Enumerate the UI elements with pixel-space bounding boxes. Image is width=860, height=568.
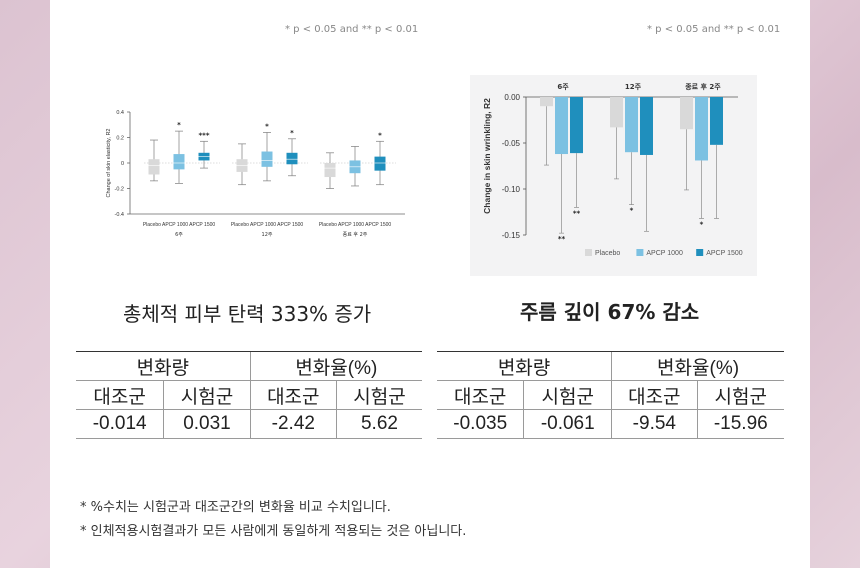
- table-header: 변화율(%): [611, 351, 784, 381]
- table-cell: -0.035: [437, 409, 524, 439]
- box: [374, 156, 386, 171]
- x-group-label: 12주: [262, 232, 273, 238]
- table-subheader: 시험군: [523, 380, 612, 410]
- box: [148, 159, 160, 175]
- x-group-label: 6주: [175, 232, 183, 238]
- x-category-label: Placebo APCP 1000 APCP 1500: [231, 222, 304, 228]
- x-group-label: 종료 후 2주: [343, 232, 368, 238]
- content-panel: * p < 0.05 and ** p < 0.01 * p < 0.05 an…: [50, 0, 810, 568]
- bar: [625, 97, 638, 153]
- legend-swatch: [636, 249, 644, 256]
- x-category-label: 6주: [557, 83, 569, 91]
- box: [286, 152, 298, 165]
- y-tick-label: 0: [121, 161, 124, 167]
- significance-mark: *: [630, 207, 634, 215]
- significance-mark: *: [290, 129, 294, 137]
- wrinkle-bar-chart: 0.00 -0.05 -0.10 -0.15 Change in skin wrinkl…: [482, 82, 743, 257]
- x-category-label: 12주: [625, 83, 642, 91]
- bar: [555, 97, 568, 155]
- table-cell: -0.014: [76, 409, 164, 439]
- footnote: * 인체적용시험결과가 모든 사람에게 동일하게 적용되는 것은 아닙니다.: [80, 524, 467, 539]
- table-subheader: 대조군: [437, 380, 524, 410]
- table-subheader: 시험군: [335, 380, 422, 410]
- bar: [710, 97, 723, 145]
- y-tick-label: 0.00: [504, 93, 520, 102]
- y-tick-label: 0.2: [116, 136, 124, 142]
- bar: [680, 97, 693, 130]
- bar: [640, 97, 653, 155]
- x-category-label: Placebo APCP 1000 APCP 1500: [143, 222, 216, 228]
- y-tick-label: -0.10: [502, 185, 521, 194]
- elasticity-table: 변화량 변화율(%) 대조군 시험군 대조군 시험군 -0.014 0.031 …: [76, 351, 422, 439]
- elasticity-caption: 총체적 피부 탄력 333% 증가: [123, 302, 372, 326]
- y-tick-label: -0.4: [115, 212, 124, 218]
- box: [261, 151, 273, 167]
- significance-mark: *: [177, 121, 181, 129]
- table-subheader: 시험군: [696, 380, 784, 410]
- table-subheader: 시험군: [163, 380, 251, 410]
- bar: [540, 97, 553, 107]
- table-cell: 5.62: [335, 409, 422, 439]
- legend-label: APCP 1500: [706, 250, 743, 257]
- wrinkle-caption: 주름 깊이 67% 감소: [520, 300, 700, 324]
- y-tick-label: -0.15: [502, 231, 521, 240]
- significance-note-left: * p < 0.05 and ** p < 0.01: [285, 24, 419, 35]
- table-cell: -0.061: [523, 409, 612, 439]
- legend-swatch: [696, 249, 704, 256]
- table-header: 변화량: [76, 351, 251, 381]
- table-subheader: 대조군: [249, 380, 337, 410]
- table-subheader: 대조군: [611, 380, 698, 410]
- elasticity-box-chart: 0.4 0.2 0 -0.2 -0.4 Change of skin elasticity…: [106, 110, 405, 238]
- legend-label: APCP 1000: [646, 250, 683, 257]
- table-header: 변화량: [437, 351, 612, 381]
- significance-note-right: * p < 0.05 and ** p < 0.01: [647, 24, 781, 35]
- y-tick-label: 0.4: [116, 110, 124, 116]
- x-category-label: Placebo APCP 1000 APCP 1500: [319, 222, 392, 228]
- x-category-label: 종료 후 2주: [685, 82, 721, 91]
- bar: [570, 97, 583, 154]
- table-cell: 0.031: [163, 409, 251, 439]
- significance-mark: **: [558, 235, 566, 243]
- y-tick-label: -0.2: [115, 187, 124, 193]
- box: [173, 154, 185, 170]
- significance-mark: *: [265, 122, 269, 130]
- legend-label: Placebo: [595, 250, 620, 257]
- bar: [695, 97, 708, 161]
- box: [324, 163, 336, 178]
- significance-mark: ***: [199, 131, 210, 139]
- significance-mark: **: [573, 209, 581, 217]
- significance-mark: *: [700, 220, 704, 228]
- y-axis-label: Change of skin elasticity, R2: [106, 129, 112, 198]
- y-tick-label: -0.05: [502, 139, 521, 148]
- significance-mark: *: [378, 131, 382, 139]
- legend-swatch: [585, 249, 592, 256]
- table-cell: -15.96: [696, 409, 784, 439]
- table-header: 변화율(%): [249, 351, 422, 381]
- bar: [610, 97, 623, 128]
- footnote: * %수치는 시험군과 대조군간의 변화율 비교 수치입니다.: [80, 500, 391, 515]
- table-cell: -2.42: [249, 409, 337, 439]
- wrinkle-table: 변화량 변화율(%) 대조군 시험군 대조군 시험군 -0.035 -0.061…: [437, 351, 784, 439]
- y-axis-label: Change in skin wrinkling, R2: [482, 98, 492, 214]
- table-cell: -9.54: [611, 409, 698, 439]
- table-subheader: 대조군: [76, 380, 164, 410]
